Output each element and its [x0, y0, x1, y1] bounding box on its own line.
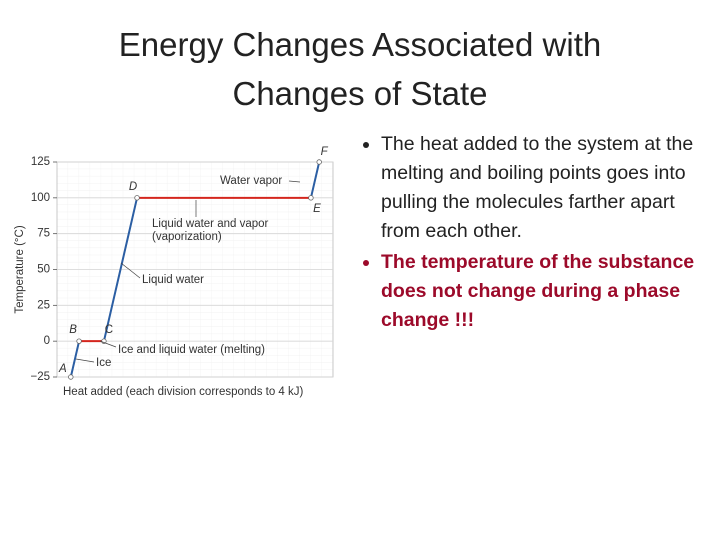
point-label: E [313, 203, 321, 215]
y-tick-label: 50 [37, 264, 50, 276]
leader-line [288, 180, 301, 183]
y-tick-label: 125 [31, 156, 50, 168]
x-axis-title: Heat added (each division corresponds to… [63, 386, 304, 398]
curve-segment [309, 161, 321, 199]
point [76, 338, 82, 344]
bullet-list: The heat added to the system at the melt… [355, 130, 700, 337]
leader-line [75, 358, 95, 363]
bullet: The heat added to the system at the melt… [381, 130, 700, 246]
point-label: A [58, 363, 67, 375]
annotation: Liquid water and vapor [152, 218, 269, 230]
leader-line [120, 262, 141, 279]
annotation: Ice and liquid water (melting) [118, 344, 265, 356]
curve-segment [102, 197, 139, 342]
annotation: Water vapor [220, 175, 282, 187]
point-label: B [69, 324, 77, 336]
point-label: C [105, 324, 113, 336]
bullet: The temperature of the substance does no… [381, 248, 700, 335]
curve-segment [69, 340, 81, 378]
point-label: F [321, 146, 329, 158]
y-tick-label: 100 [31, 192, 50, 204]
slide-title: Energy Changes Associated with Changes o… [118, 26, 602, 112]
point-label: D [129, 181, 137, 193]
y-tick-label: 75 [37, 228, 50, 240]
heating-curve: −25 0 25 50 75 100 125 Temperature (°C) Heat add… [14, 146, 334, 398]
y-axis-title: Temperature (°C) [14, 225, 26, 313]
point [308, 195, 314, 201]
annotation: (vaporization) [152, 231, 222, 243]
y-tick-label: 0 [44, 335, 50, 347]
y-tick-label: 25 [37, 299, 50, 311]
point [68, 374, 74, 380]
y-tick-label: −25 [30, 371, 50, 383]
point [134, 195, 140, 201]
leader-line [99, 340, 117, 348]
annotation: Ice [96, 357, 111, 369]
annotation: Liquid water [142, 274, 204, 286]
point [316, 159, 322, 165]
